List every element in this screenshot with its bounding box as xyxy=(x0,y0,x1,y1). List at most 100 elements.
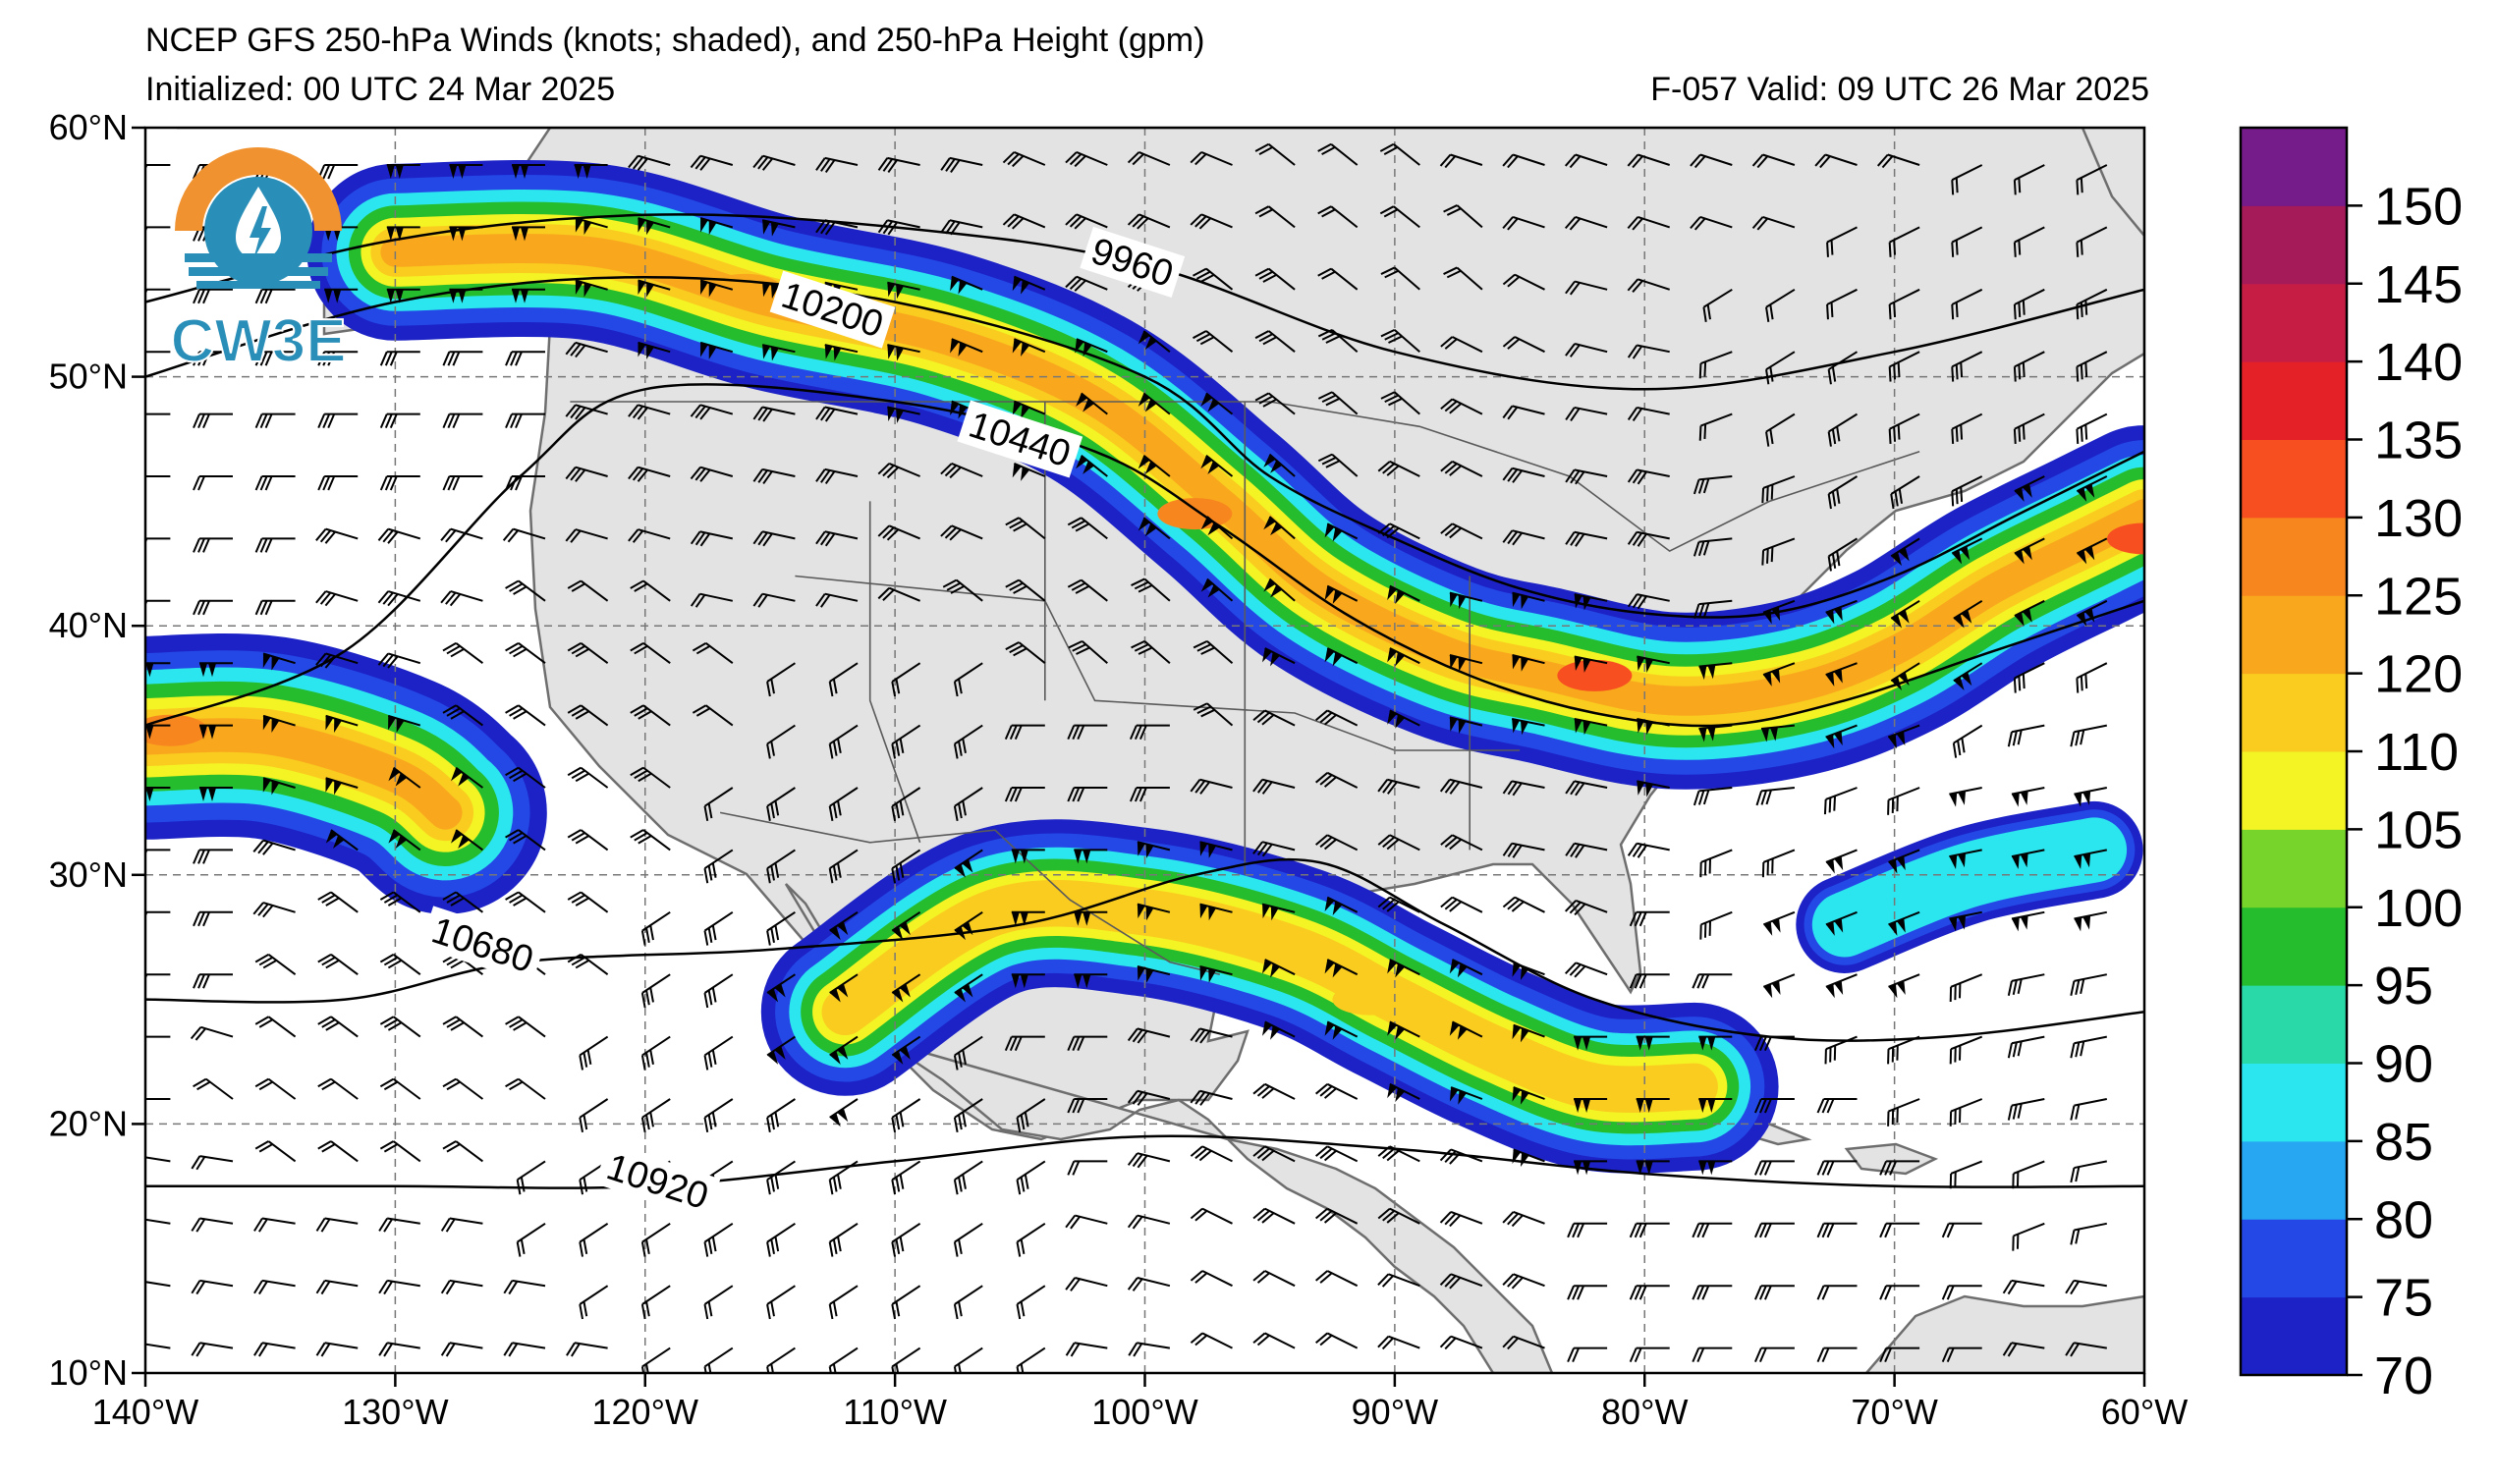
wind-barb xyxy=(1627,215,1671,231)
wind-barb xyxy=(640,1347,671,1373)
colorbar-swatch xyxy=(2241,1063,2347,1142)
wind-barb xyxy=(440,590,483,607)
latitude-tick-label: 60°N xyxy=(49,107,128,147)
wind-barb xyxy=(1016,1285,1046,1320)
wind-barb xyxy=(1824,1035,1858,1065)
wind-barb xyxy=(199,662,233,678)
wind-barb xyxy=(1076,392,1108,415)
wind-barb xyxy=(824,344,859,361)
wind-barb xyxy=(1004,787,1045,802)
wind-barb xyxy=(1380,266,1420,291)
wind-barb xyxy=(1449,716,1483,735)
wind-barb xyxy=(1567,1285,1608,1300)
wind-barb xyxy=(199,787,233,801)
wind-barb xyxy=(253,1217,296,1233)
wind-barb xyxy=(1137,841,1171,858)
wind-barb xyxy=(1762,910,1796,936)
wind-barb xyxy=(1698,1098,1733,1113)
colorbar-swatch xyxy=(2241,1296,2347,1376)
wind-barb xyxy=(317,953,359,976)
wind-barb xyxy=(1380,328,1420,353)
wind-barb xyxy=(2070,1098,2107,1121)
contour-label-background xyxy=(769,270,896,349)
wind-barb xyxy=(953,1160,983,1195)
wind-barb xyxy=(2002,1342,2045,1357)
wind-barb xyxy=(1200,455,1234,477)
wind-barb xyxy=(2076,226,2108,257)
wind-band-120kt xyxy=(380,234,2144,716)
wind-barb xyxy=(829,910,859,941)
logo-lightning-icon xyxy=(250,206,271,259)
wind-barb xyxy=(442,351,483,366)
wind-barb xyxy=(1074,849,1108,864)
wind-barb xyxy=(1200,392,1234,415)
wind-barb xyxy=(1128,1342,1171,1357)
wind-barb xyxy=(1692,1222,1733,1238)
wind-barb xyxy=(829,1098,859,1127)
wind-barb xyxy=(503,1342,546,1357)
wind-barb xyxy=(1439,778,1483,795)
wind-barb xyxy=(1825,599,1858,625)
wind-barb xyxy=(1317,453,1359,477)
wind-barb xyxy=(1564,153,1608,169)
wind-barb xyxy=(1074,973,1108,989)
wind-barb xyxy=(1004,1035,1045,1051)
wind-barb xyxy=(761,344,796,361)
wind-barb xyxy=(1879,1160,1920,1176)
wind-barb xyxy=(887,281,920,300)
wind-barb xyxy=(1387,1020,1420,1040)
wind-barb xyxy=(254,475,296,491)
wind-barb xyxy=(440,1279,483,1295)
wind-barb xyxy=(2013,412,2045,445)
wind-barb xyxy=(1755,787,1795,806)
wind-barb xyxy=(1888,288,1920,320)
wind-barb xyxy=(2007,1035,2045,1059)
wind-barb xyxy=(1761,475,1796,504)
wind-barb xyxy=(891,662,921,697)
wind-barb xyxy=(1387,584,1420,604)
wind-barb xyxy=(254,1077,297,1100)
wind-barb xyxy=(703,787,734,821)
wind-barb xyxy=(450,829,483,852)
wind-barb xyxy=(1315,1332,1359,1349)
wind-barb xyxy=(1016,1222,1046,1257)
wind-barb xyxy=(440,1217,483,1233)
wind-barb xyxy=(1502,780,1545,797)
wind-barb xyxy=(1199,841,1233,858)
wind-barb xyxy=(940,524,983,541)
wind-barb xyxy=(1074,910,1108,926)
greenland-edge xyxy=(2081,128,2144,238)
wind-barb xyxy=(254,412,296,428)
longitude-tick-label: 90°W xyxy=(1352,1392,1438,1432)
wind-barb xyxy=(828,787,859,821)
wind-barb xyxy=(575,217,608,236)
wind-barb xyxy=(1887,1098,1920,1127)
wind-barb xyxy=(388,829,421,852)
wind-barb xyxy=(1193,267,1234,291)
wind-barb xyxy=(2076,351,2108,382)
logo-ring xyxy=(175,147,342,231)
longitude-tick-label: 60°W xyxy=(2101,1392,2188,1432)
wind-barb xyxy=(1565,343,1608,357)
wind-barb xyxy=(1138,455,1171,477)
wind-barb xyxy=(1629,1222,1670,1238)
wind-barb xyxy=(325,829,359,852)
wind-barb xyxy=(1317,267,1359,291)
wind-barb xyxy=(1827,475,1859,510)
wind-barb xyxy=(1252,1082,1296,1100)
wind-barb xyxy=(1193,702,1234,727)
wind-barb xyxy=(877,524,920,541)
wind-barb xyxy=(2065,1342,2107,1357)
wind-barb xyxy=(891,849,921,884)
wind-barb xyxy=(1193,330,1234,353)
wind-barb xyxy=(1949,1035,1983,1065)
wind-barb xyxy=(752,592,796,608)
wind-barb xyxy=(317,412,359,428)
wind-barb xyxy=(2076,164,2108,195)
wind-barb xyxy=(828,1347,859,1373)
wind-barb xyxy=(193,1077,234,1100)
wind-barb xyxy=(1949,910,1982,932)
wind-barb xyxy=(1127,1277,1171,1292)
